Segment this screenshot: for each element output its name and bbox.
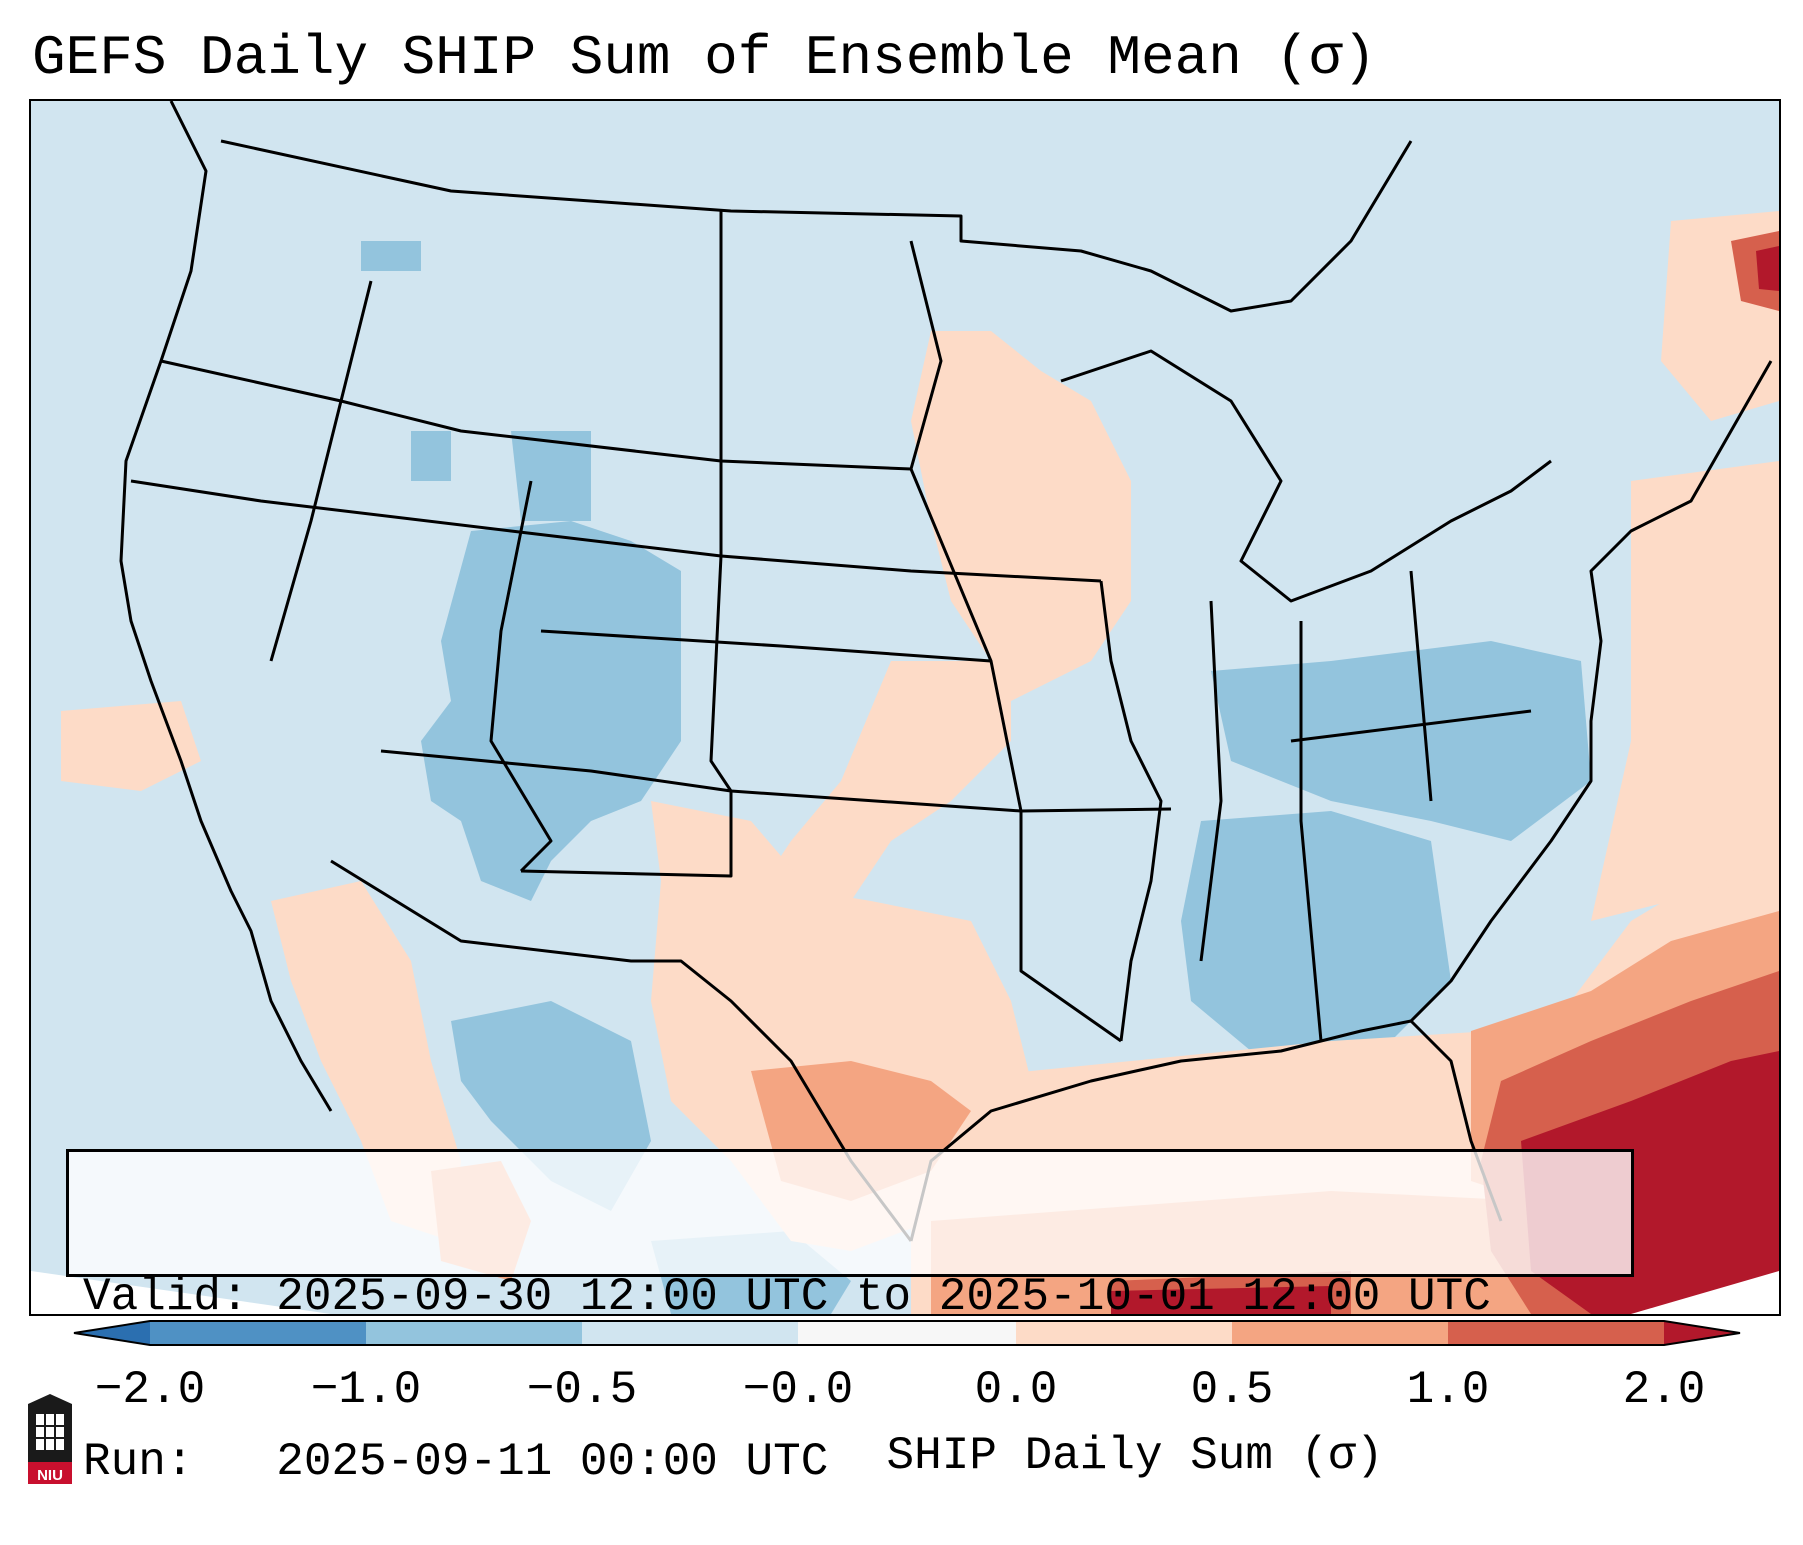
vertical-state-line-4: [909, 240, 1122, 1043]
colorbar-tick-label: 0.5: [1190, 1364, 1274, 1416]
map-edge-fade-right: [1631, 1271, 1779, 1314]
colorbar-bin-2: [366, 1321, 582, 1345]
colorbar-outline: [73, 1320, 1741, 1346]
vertical-state-line-1: [269, 280, 373, 662]
valid-run-info-box: Valid: 2025-09-30 12:00 UTC to 2025-10-0…: [66, 1149, 1634, 1488]
colorbar-tick-label: −1.0: [310, 1364, 422, 1416]
valid-time-text: Valid: 2025-09-30 12:00 UTC to 2025-10-0…: [83, 1271, 1491, 1323]
kentucky-blue-region: [1211, 641, 1591, 841]
colorbar-tick-label: 2.0: [1622, 1364, 1706, 1416]
colorbar-bin-7: [1448, 1321, 1664, 1345]
colorbar-tick-label: −0.5: [526, 1364, 638, 1416]
northern-tier-border: [160, 359, 912, 471]
gulf-coast: [909, 1019, 1503, 1242]
cuba-south-dark-patch: [1111, 1286, 1331, 1314]
map-edge-fade-left: [31, 1271, 331, 1314]
page-title: GEFS Daily SHIP Sum of Ensemble Mean (σ): [32, 26, 1377, 90]
wyoming-blue-patch: [511, 431, 591, 521]
logo-text: NIU: [37, 1467, 63, 1484]
nebraska-kansas-red-band: [751, 661, 1011, 921]
central-lat-border: [130, 479, 1102, 583]
vertical-state-line-2: [489, 480, 553, 873]
run-time-text: Run: 2025-09-11 00:00 UTC: [83, 1436, 829, 1488]
niu-logo-icon: NIU: [28, 1394, 72, 1484]
atlantic-red-band: [1591, 461, 1779, 921]
new-brunswick-dark-patch: [1756, 246, 1779, 291]
us-canada-border: [220, 139, 1413, 313]
colorbar-tick-label: 1.0: [1406, 1364, 1490, 1416]
colorbar-bin-1: [150, 1321, 366, 1345]
colorado-utah-blue-region: [421, 521, 681, 901]
atlantic-coast: [1409, 360, 1773, 1023]
georgia-alabama-blue-region: [1181, 811, 1451, 1051]
ne-canada-blue-patch: [361, 241, 421, 271]
pacific-coastline: [119, 101, 333, 1112]
texas-north-line: [520, 791, 733, 878]
map-panel: [29, 99, 1781, 1316]
colorbar-bin-3: [582, 1321, 798, 1345]
colorbar-label: SHIP Daily Sum (σ): [886, 1430, 1384, 1482]
eastern-state-lines: [1199, 570, 1532, 1042]
colorbar-bin-8: [1664, 1321, 1740, 1345]
kansas-line: [540, 629, 992, 663]
political-borders: [119, 101, 1773, 1242]
colorbar-bin-6: [1232, 1321, 1448, 1345]
great-lakes-outline: [1060, 349, 1552, 603]
anomaly-map: [31, 101, 1779, 1314]
colorbar-bin-4: [798, 1321, 1016, 1345]
idaho-blue-patch: [411, 431, 451, 481]
mississippi-river: [1099, 580, 1163, 1042]
colorbar-tick-label: 0.0: [974, 1364, 1058, 1416]
mexico-border: [330, 859, 913, 1242]
colorbar-tick-label: −0.0: [742, 1364, 854, 1416]
upper-midwest-red-region: [911, 331, 1131, 701]
colorbar-bin-0: [74, 1321, 150, 1345]
colorbar-tick-label: −2.0: [94, 1364, 206, 1416]
colorbar-bin-5: [1016, 1321, 1232, 1345]
vertical-state-line-3: [709, 211, 733, 792]
colorbar: [73, 1320, 1741, 1346]
